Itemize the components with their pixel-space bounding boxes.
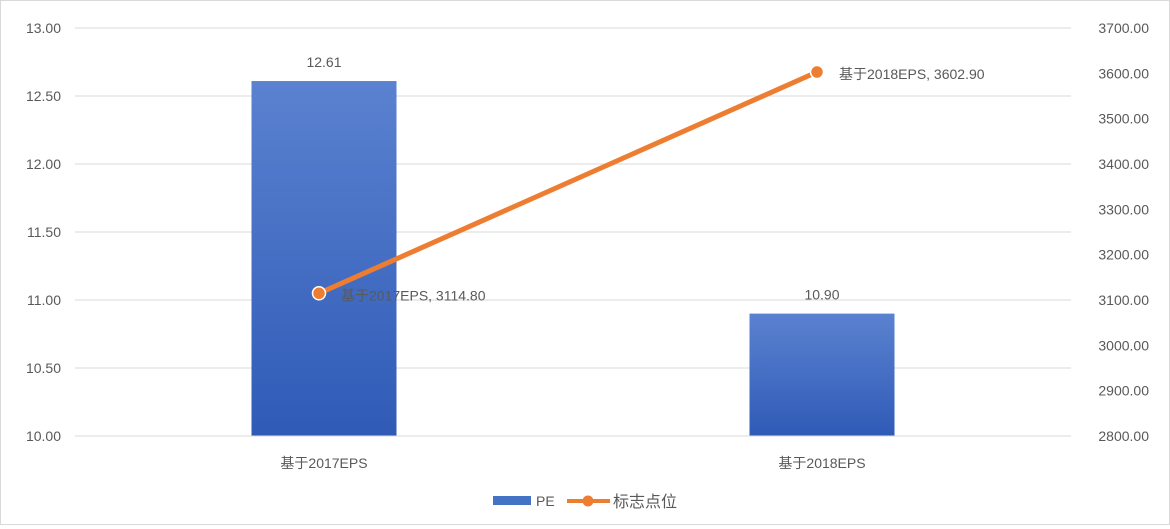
index-series-line [316,69,820,296]
pe-bar [749,313,895,436]
left-y-axis: 10.00 10.50 11.00 11.50 12.00 12.50 13.00 [26,20,61,444]
left-tick-label: 12.50 [26,88,61,104]
legend-pe-swatch [493,496,531,505]
right-tick-label: 3700.00 [1098,20,1149,36]
right-tick-label: 3500.00 [1098,111,1149,127]
index-point [809,64,825,80]
left-tick-label: 12.00 [26,156,61,172]
right-tick-label: 3200.00 [1098,247,1149,263]
left-tick-label: 10.50 [26,360,61,376]
pe-data-label: 12.61 [306,54,341,70]
right-tick-label: 3000.00 [1098,337,1149,353]
right-tick-label: 2800.00 [1098,428,1149,444]
legend-line-label: 标志点位 [613,493,677,511]
pe-data-label: 10.90 [804,287,839,303]
legend: PE 标志点位 [493,493,677,511]
index-data-label: 基于2017EPS, 3114.80 [341,287,486,303]
gridlines [75,27,1071,437]
left-tick-label: 10.00 [26,428,61,444]
index-data-label: 基于2018EPS, 3602.90 [839,66,985,82]
x-axis: 基于2017EPS 基于2018EPS [75,435,1071,471]
legend-pe-label: PE [536,493,555,509]
index-line: 基于2017EPS, 3114.80 基于2018EPS, 3602.90 [311,64,985,303]
x-tick-label: 基于2017EPS [280,455,367,471]
right-tick-label: 3100.00 [1098,292,1149,308]
pe-bar [251,81,397,436]
right-tick-label: 2900.00 [1098,383,1149,399]
right-y-axis: 2800.00 2900.00 3000.00 3100.00 3200.00 3300.… [1098,20,1149,444]
right-tick-label: 3400.00 [1098,156,1149,172]
right-tick-label: 3300.00 [1098,201,1149,217]
index-point [311,286,327,301]
x-tick-label: 基于2018EPS [778,455,865,471]
legend-line-marker [582,495,594,507]
left-tick-label: 11.50 [27,224,61,240]
pe-bars: 12.61 10.90 [251,54,895,436]
right-tick-label: 3600.00 [1098,65,1149,81]
left-tick-label: 11.00 [27,292,61,308]
left-tick-label: 13.00 [26,20,61,36]
